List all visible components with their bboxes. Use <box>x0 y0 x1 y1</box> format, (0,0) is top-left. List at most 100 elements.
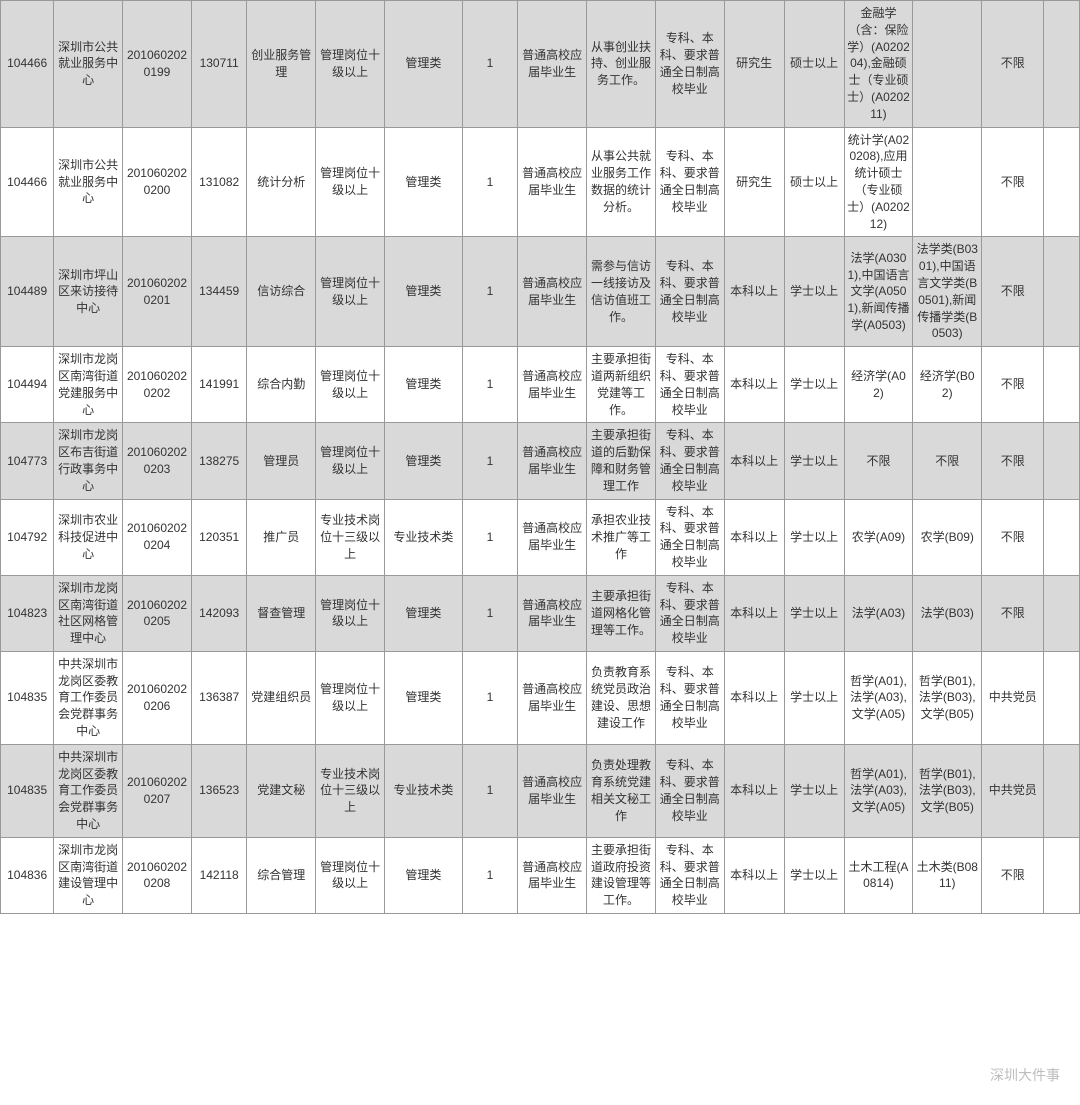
table-cell: 专科、本科、要求普通全日制高校毕业 <box>655 744 724 837</box>
table-cell: 深圳市农业科技促进中心 <box>54 499 123 575</box>
table-row: 104823深圳市龙岗区南湾街道社区网格管理中心2010602020205142… <box>1 575 1080 651</box>
table-cell <box>1044 237 1080 347</box>
table-cell: 2010602020206 <box>123 651 192 744</box>
table-cell: 信访综合 <box>247 237 316 347</box>
table-body: 104466深圳市公共就业服务中心2010602020199130711创业服务… <box>1 1 1080 914</box>
table-cell: 中共党员 <box>982 744 1044 837</box>
table-cell: 管理类 <box>385 237 463 347</box>
table-cell: 综合管理 <box>247 837 316 913</box>
table-cell: 专业技术岗位十三级以上 <box>316 744 385 837</box>
table-cell: 普通高校应届毕业生 <box>518 347 587 423</box>
table-cell: 2010602020203 <box>123 423 192 499</box>
table-cell: 本科以上 <box>724 744 784 837</box>
table-cell: 主要承担街道两新组织党建等工作。 <box>587 347 656 423</box>
watermark: 深圳大件事 <box>990 1065 1060 1085</box>
table-cell: 需参与信访一线接访及信访值班工作。 <box>587 237 656 347</box>
table-cell: 学士以上 <box>784 499 844 575</box>
table-cell: 农学(B09) <box>913 499 982 575</box>
table-cell: 专科、本科、要求普通全日制高校毕业 <box>655 499 724 575</box>
table-cell: 本科以上 <box>724 347 784 423</box>
table-cell: 专科、本科、要求普通全日制高校毕业 <box>655 1 724 128</box>
table-cell: 专业技术岗位十三级以上 <box>316 499 385 575</box>
table-cell: 专科、本科、要求普通全日制高校毕业 <box>655 237 724 347</box>
table-cell: 深圳市公共就业服务中心 <box>54 1 123 128</box>
table-cell: 管理员 <box>247 423 316 499</box>
table-cell: 硕士以上 <box>784 127 844 237</box>
table-cell: 哲学(B01),法学(B03),文学(B05) <box>913 744 982 837</box>
recruitment-table: 104466深圳市公共就业服务中心2010602020199130711创业服务… <box>0 0 1080 914</box>
table-cell <box>1044 127 1080 237</box>
table-cell: 本科以上 <box>724 499 784 575</box>
table-cell: 从事创业扶持、创业服务工作。 <box>587 1 656 128</box>
table-cell: 管理类 <box>385 575 463 651</box>
table-cell: 承担农业技术推广等工作 <box>587 499 656 575</box>
table-cell: 不限 <box>982 347 1044 423</box>
table-row: 104835中共深圳市龙岗区委教育工作委员会党群事务中心201060202020… <box>1 744 1080 837</box>
table-cell <box>1044 575 1080 651</box>
table-cell: 哲学(B01),法学(B03),文学(B05) <box>913 651 982 744</box>
table-cell: 1 <box>462 651 518 744</box>
table-cell: 管理岗位十级以上 <box>316 837 385 913</box>
table-cell: 专业技术类 <box>385 744 463 837</box>
table-cell <box>1044 423 1080 499</box>
table-cell: 深圳市坪山区来访接待中心 <box>54 237 123 347</box>
table-cell: 104792 <box>1 499 54 575</box>
table-cell: 管理岗位十级以上 <box>316 127 385 237</box>
table-cell: 学士以上 <box>784 347 844 423</box>
table-cell: 136387 <box>191 651 247 744</box>
table-cell: 硕士以上 <box>784 1 844 128</box>
table-cell: 管理岗位十级以上 <box>316 1 385 128</box>
table-cell: 研究生 <box>724 1 784 128</box>
table-cell: 1 <box>462 127 518 237</box>
table-cell: 深圳市龙岗区南湾街道建设管理中心 <box>54 837 123 913</box>
table-cell: 本科以上 <box>724 237 784 347</box>
table-cell: 学士以上 <box>784 237 844 347</box>
table-cell: 专科、本科、要求普通全日制高校毕业 <box>655 837 724 913</box>
table-cell: 不限 <box>913 423 982 499</box>
table-cell: 主要承担街道政府投资建设管理等工作。 <box>587 837 656 913</box>
table-cell: 1 <box>462 347 518 423</box>
table-cell: 2010602020201 <box>123 237 192 347</box>
table-cell: 141991 <box>191 347 247 423</box>
table-cell: 136523 <box>191 744 247 837</box>
table-cell: 120351 <box>191 499 247 575</box>
table-cell: 管理岗位十级以上 <box>316 423 385 499</box>
table-cell: 1 <box>462 575 518 651</box>
table-cell: 2010602020204 <box>123 499 192 575</box>
table-cell: 专科、本科、要求普通全日制高校毕业 <box>655 127 724 237</box>
table-cell: 哲学(A01),法学(A03),文学(A05) <box>844 651 913 744</box>
table-row: 104792深圳市农业科技促进中心2010602020204120351推广员专… <box>1 499 1080 575</box>
table-cell: 134459 <box>191 237 247 347</box>
table-cell: 1 <box>462 1 518 128</box>
table-cell: 哲学(A01),法学(A03),文学(A05) <box>844 744 913 837</box>
table-cell <box>1044 347 1080 423</box>
table-cell <box>913 1 982 128</box>
table-cell: 从事公共就业服务工作数据的统计分析。 <box>587 127 656 237</box>
table-cell: 2010602020208 <box>123 837 192 913</box>
table-cell: 土木工程(A0814) <box>844 837 913 913</box>
table-cell: 2010602020202 <box>123 347 192 423</box>
table-cell: 不限 <box>982 127 1044 237</box>
table-cell: 深圳市龙岗区布吉街道行政事务中心 <box>54 423 123 499</box>
table-cell: 130711 <box>191 1 247 128</box>
table-cell: 142093 <box>191 575 247 651</box>
table-cell: 本科以上 <box>724 575 784 651</box>
table-cell: 中共党员 <box>982 651 1044 744</box>
table-cell: 学士以上 <box>784 837 844 913</box>
table-cell <box>1044 837 1080 913</box>
table-cell: 管理类 <box>385 347 463 423</box>
table-cell: 党建文秘 <box>247 744 316 837</box>
table-cell: 普通高校应届毕业生 <box>518 651 587 744</box>
table-cell: 法学(A0301),中国语言文学(A0501),新闻传播学(A0503) <box>844 237 913 347</box>
table-cell: 104835 <box>1 651 54 744</box>
table-cell: 104489 <box>1 237 54 347</box>
table-cell: 本科以上 <box>724 651 784 744</box>
table-cell: 普通高校应届毕业生 <box>518 1 587 128</box>
table-cell <box>1044 499 1080 575</box>
table-cell: 深圳市龙岗区南湾街道党建服务中心 <box>54 347 123 423</box>
table-row: 104494深圳市龙岗区南湾街道党建服务中心201060202020214199… <box>1 347 1080 423</box>
table-row: 104835中共深圳市龙岗区委教育工作委员会党群事务中心201060202020… <box>1 651 1080 744</box>
table-cell: 土木类(B0811) <box>913 837 982 913</box>
table-cell <box>913 127 982 237</box>
table-row: 104489深圳市坪山区来访接待中心2010602020201134459信访综… <box>1 237 1080 347</box>
